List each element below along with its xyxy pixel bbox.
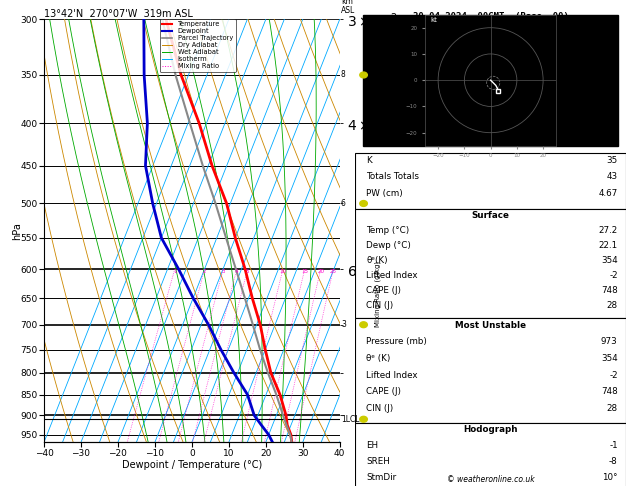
Text: Most Unstable: Most Unstable (455, 321, 526, 330)
Text: Mixing Ratio (g/kg): Mixing Ratio (g/kg) (374, 261, 381, 328)
FancyBboxPatch shape (355, 318, 626, 423)
Text: 13°42'N  270°07'W  319m ASL: 13°42'N 270°07'W 319m ASL (44, 9, 193, 18)
Text: 5: 5 (246, 269, 249, 274)
Text: StmDir: StmDir (366, 473, 396, 483)
Text: 22.1: 22.1 (599, 242, 618, 250)
Text: 2: 2 (203, 269, 206, 274)
Text: 4.67: 4.67 (598, 190, 618, 198)
Text: PW (cm): PW (cm) (366, 190, 403, 198)
Text: 15: 15 (301, 269, 308, 274)
Text: 4: 4 (235, 269, 238, 274)
Text: -1: -1 (609, 441, 618, 451)
Text: CAPE (J): CAPE (J) (366, 286, 401, 295)
Text: 354: 354 (601, 354, 618, 363)
Text: 25: 25 (330, 269, 337, 274)
Text: Pressure (mb): Pressure (mb) (366, 337, 427, 347)
Text: K: K (366, 156, 372, 165)
Text: Lifted Index: Lifted Index (366, 370, 418, 380)
Text: 20: 20 (317, 269, 324, 274)
Text: θᵉ(K): θᵉ(K) (366, 256, 388, 265)
Text: 27.2: 27.2 (598, 226, 618, 235)
Text: 43: 43 (606, 173, 618, 181)
Text: 35: 35 (606, 156, 618, 165)
Text: Hodograph: Hodograph (464, 425, 518, 434)
X-axis label: Dewpoint / Temperature (°C): Dewpoint / Temperature (°C) (122, 460, 262, 470)
Text: 354: 354 (601, 256, 618, 265)
FancyBboxPatch shape (355, 153, 626, 209)
FancyBboxPatch shape (355, 209, 626, 318)
Text: 3: 3 (221, 269, 225, 274)
Text: 28: 28 (606, 301, 618, 310)
Text: 748: 748 (601, 387, 618, 396)
Text: 3: 3 (341, 320, 346, 329)
Legend: Temperature, Dewpoint, Parcel Trajectory, Dry Adiabat, Wet Adiabat, Isotherm, Mi: Temperature, Dewpoint, Parcel Trajectory… (160, 18, 236, 72)
Text: Totals Totals: Totals Totals (366, 173, 419, 181)
Text: 1LCL: 1LCL (341, 415, 359, 424)
Text: Lifted Index: Lifted Index (366, 271, 418, 280)
Text: CIN (J): CIN (J) (366, 301, 394, 310)
Text: 10°: 10° (602, 473, 618, 483)
Y-axis label: km
ASL: km ASL (396, 211, 411, 231)
Text: -2: -2 (609, 271, 618, 280)
Text: Temp (°C): Temp (°C) (366, 226, 409, 235)
FancyBboxPatch shape (364, 15, 618, 146)
Text: kt: kt (430, 17, 437, 23)
Text: 6: 6 (341, 199, 346, 208)
Text: θᵉ (K): θᵉ (K) (366, 354, 391, 363)
Text: -2: -2 (609, 370, 618, 380)
Text: 748: 748 (601, 286, 618, 295)
Text: Dewp (°C): Dewp (°C) (366, 242, 411, 250)
Text: hPa: hPa (13, 222, 23, 240)
Text: 8: 8 (341, 70, 346, 80)
FancyBboxPatch shape (355, 423, 626, 486)
Text: Surface: Surface (472, 211, 509, 221)
Text: EH: EH (366, 441, 378, 451)
Text: 30.04.2024  00GMT  (Base: 00): 30.04.2024 00GMT (Base: 00) (413, 12, 569, 21)
Text: 1: 1 (173, 269, 177, 274)
Text: 973: 973 (601, 337, 618, 347)
Text: 28: 28 (606, 404, 618, 413)
Text: CAPE (J): CAPE (J) (366, 387, 401, 396)
Text: 10: 10 (279, 269, 286, 274)
Text: CIN (J): CIN (J) (366, 404, 394, 413)
Text: km
ASL: km ASL (341, 0, 355, 15)
Text: SREH: SREH (366, 457, 390, 467)
Text: -8: -8 (609, 457, 618, 467)
Text: © weatheronline.co.uk: © weatheronline.co.uk (447, 474, 535, 484)
